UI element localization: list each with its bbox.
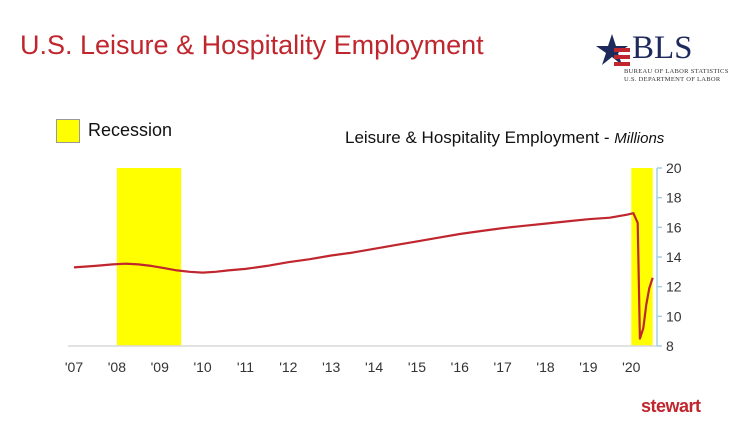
series-line-employment [73,212,654,340]
recession-bands [116,168,653,346]
x-tick-label: '11 [237,359,254,375]
stewart-logo: stewart [641,396,701,416]
page-title: U.S. Leisure & Hospitality Employment [20,30,484,60]
bls-logo-line2: U.S. DEPARTMENT OF LABOR [624,76,721,83]
x-tick-label: '09 [151,359,169,375]
chart-series [73,212,654,340]
chart-title-text: Leisure & Hospitality Employment - [345,128,615,147]
bls-logo-text: BLS [632,30,693,66]
x-tick-label: '14 [365,359,383,375]
x-tick-label: '07 [65,359,83,375]
y-tick-label: 16 [666,219,682,235]
x-tick-label: '17 [494,359,512,375]
legend-recession-label: Recession [88,120,173,140]
recession-band-1 [116,168,182,346]
legend-recession-swatch [56,119,80,143]
x-tick-label: '12 [279,359,297,375]
x-tick-label: '19 [579,359,597,375]
chart-title: Leisure & Hospitality Employment - Milli… [345,128,664,148]
x-tick-label: '16 [451,359,469,375]
recession-band-2 [631,168,653,346]
bls-star-flag-icon [596,34,630,66]
y-tick-label: 8 [666,338,674,354]
x-tick-label: '20 [622,359,640,375]
chart-axes: 8 10 12 14 16 18 20 '07 '08 '09 '10 '11 '12 '13 '14 '15… [65,160,682,375]
y-tick-label: 12 [666,279,682,295]
y-tick-label: 10 [666,308,682,324]
y-tick-label: 18 [666,190,682,206]
x-tick-label: '15 [408,359,426,375]
chart-title-units: Millions [614,130,665,147]
bls-logo: BLS BUREAU OF LABOR STATISTICS U.S. DEPA… [596,30,729,100]
y-tick-label: 14 [666,249,682,265]
x-tick-label: '08 [108,359,126,375]
x-tick-label: '18 [536,359,554,375]
x-tick-label: '10 [193,359,211,375]
bls-logo-line1: BUREAU OF LABOR STATISTICS [624,68,729,75]
y-tick-label: 20 [666,160,682,176]
x-tick-label: '13 [322,359,340,375]
